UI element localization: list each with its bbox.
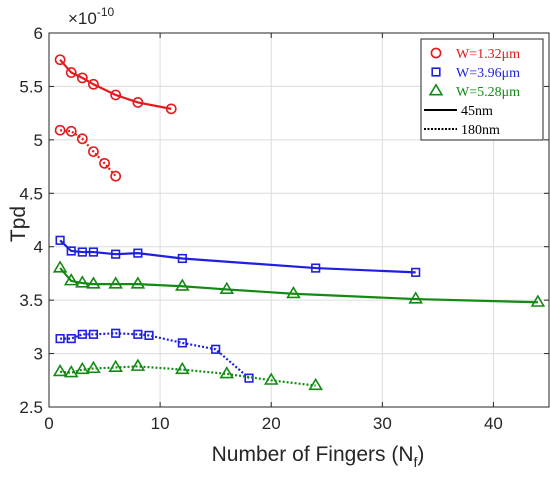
data-point-triangle [219,366,235,379]
x-tick-label: 30 [373,414,392,433]
y-tick-label: 2.5 [19,398,43,417]
data-point-circle [110,170,122,182]
data-point-circle [132,97,144,108]
data-point-triangle [75,361,90,375]
series-square-180nm [55,328,254,383]
data-point-triangle [63,365,79,378]
data-series [52,54,546,391]
data-point-square [55,235,65,245]
legend-label: W=1.32μm [456,47,520,62]
x-axis-label: Number of Fingers (Nf) [212,443,425,470]
data-point-triangle [130,358,146,371]
data-point-square [111,249,121,259]
data-point-triangle [175,278,190,291]
data-point-square [66,334,76,344]
tick-marks [48,32,549,408]
data-point-triangle [530,294,546,307]
data-point-triangle [52,363,68,377]
legend-marker-circle [430,47,442,59]
series-square-45nm [55,235,421,277]
series-line [60,332,250,379]
data-point-circle [54,54,66,66]
y-exponent: ×10-10 [68,5,115,28]
data-point-circle [76,133,88,145]
data-point-triangle [108,359,123,372]
data-point-square [411,267,421,277]
data-point-triangle [63,273,79,286]
data-point-triangle [263,372,279,385]
data-point-triangle [86,360,101,374]
data-point-triangle [130,276,146,289]
data-point-square [177,338,187,348]
data-point-circle [110,89,122,101]
y-tick-label: 4 [34,238,43,257]
data-point-triangle [86,276,101,289]
data-point-square [111,328,121,338]
x-tick-label: 40 [484,414,503,433]
legend-marker-triangle [428,83,444,96]
series-line [60,129,117,177]
data-point-square [88,329,99,339]
legend-label: W=5.28μm [456,85,520,100]
series-line [59,239,416,274]
legend-marker-square [431,67,441,77]
x-tick-label: 10 [151,414,170,433]
data-point-square [311,263,321,273]
y-tick-label: 5.5 [19,77,43,96]
data-point-triangle [108,276,123,289]
y-tick-label: 5 [34,131,43,150]
series-triangle-45nm [52,260,546,307]
x-tick-label: 20 [262,414,281,433]
legend-label: 45nm [461,104,493,119]
data-point-circle [88,146,99,158]
data-point-square [144,330,154,341]
legend-label: W=3.96μm [456,66,520,81]
series-line [59,58,172,110]
data-point-circle [76,72,88,84]
y-tick-labels: 2.5 3 3.5 4 4.5 5 5.5 6 [19,24,43,417]
y-tick-label: 3 [34,345,43,364]
legend-box [420,38,544,141]
data-point-triangle [52,260,68,273]
data-point-square [177,253,187,264]
data-point-triangle [175,361,190,375]
data-point-square [55,334,65,344]
x-tick-labels: 0 10 20 30 40 [44,414,503,433]
data-point-circle [99,157,110,169]
data-point-circle [65,67,77,78]
data-point-square [133,329,143,339]
series-circle-180nm [54,124,122,182]
x-tick-label: 0 [44,414,53,433]
y-tick-label: 4.5 [19,184,43,203]
data-point-square [77,329,87,339]
data-point-triangle [408,291,423,304]
plot-frame [48,32,550,408]
series-circle-45nm [54,54,177,115]
data-point-triangle [219,281,235,294]
data-point-square [77,247,87,257]
data-point-square [133,248,143,258]
data-point-square [66,246,76,256]
data-point-circle [165,103,177,115]
data-point-triangle [308,377,323,391]
data-point-triangle [75,275,90,288]
legend-label: 180nm [461,123,500,138]
data-point-circle [54,124,66,136]
y-axis-label: Tpd [7,206,30,242]
data-point-square [211,344,221,354]
y-tick-label: 3.5 [19,291,43,310]
legend: W=1.32μm W=3.96μm W=5.28μm 45nm 180nm [420,38,544,141]
data-point-circle [88,78,99,90]
data-point-triangle [286,285,301,299]
y-tick-label: 6 [34,24,43,43]
data-point-square [88,247,99,257]
series-triangle-180nm [52,358,323,391]
data-point-circle [65,125,77,137]
